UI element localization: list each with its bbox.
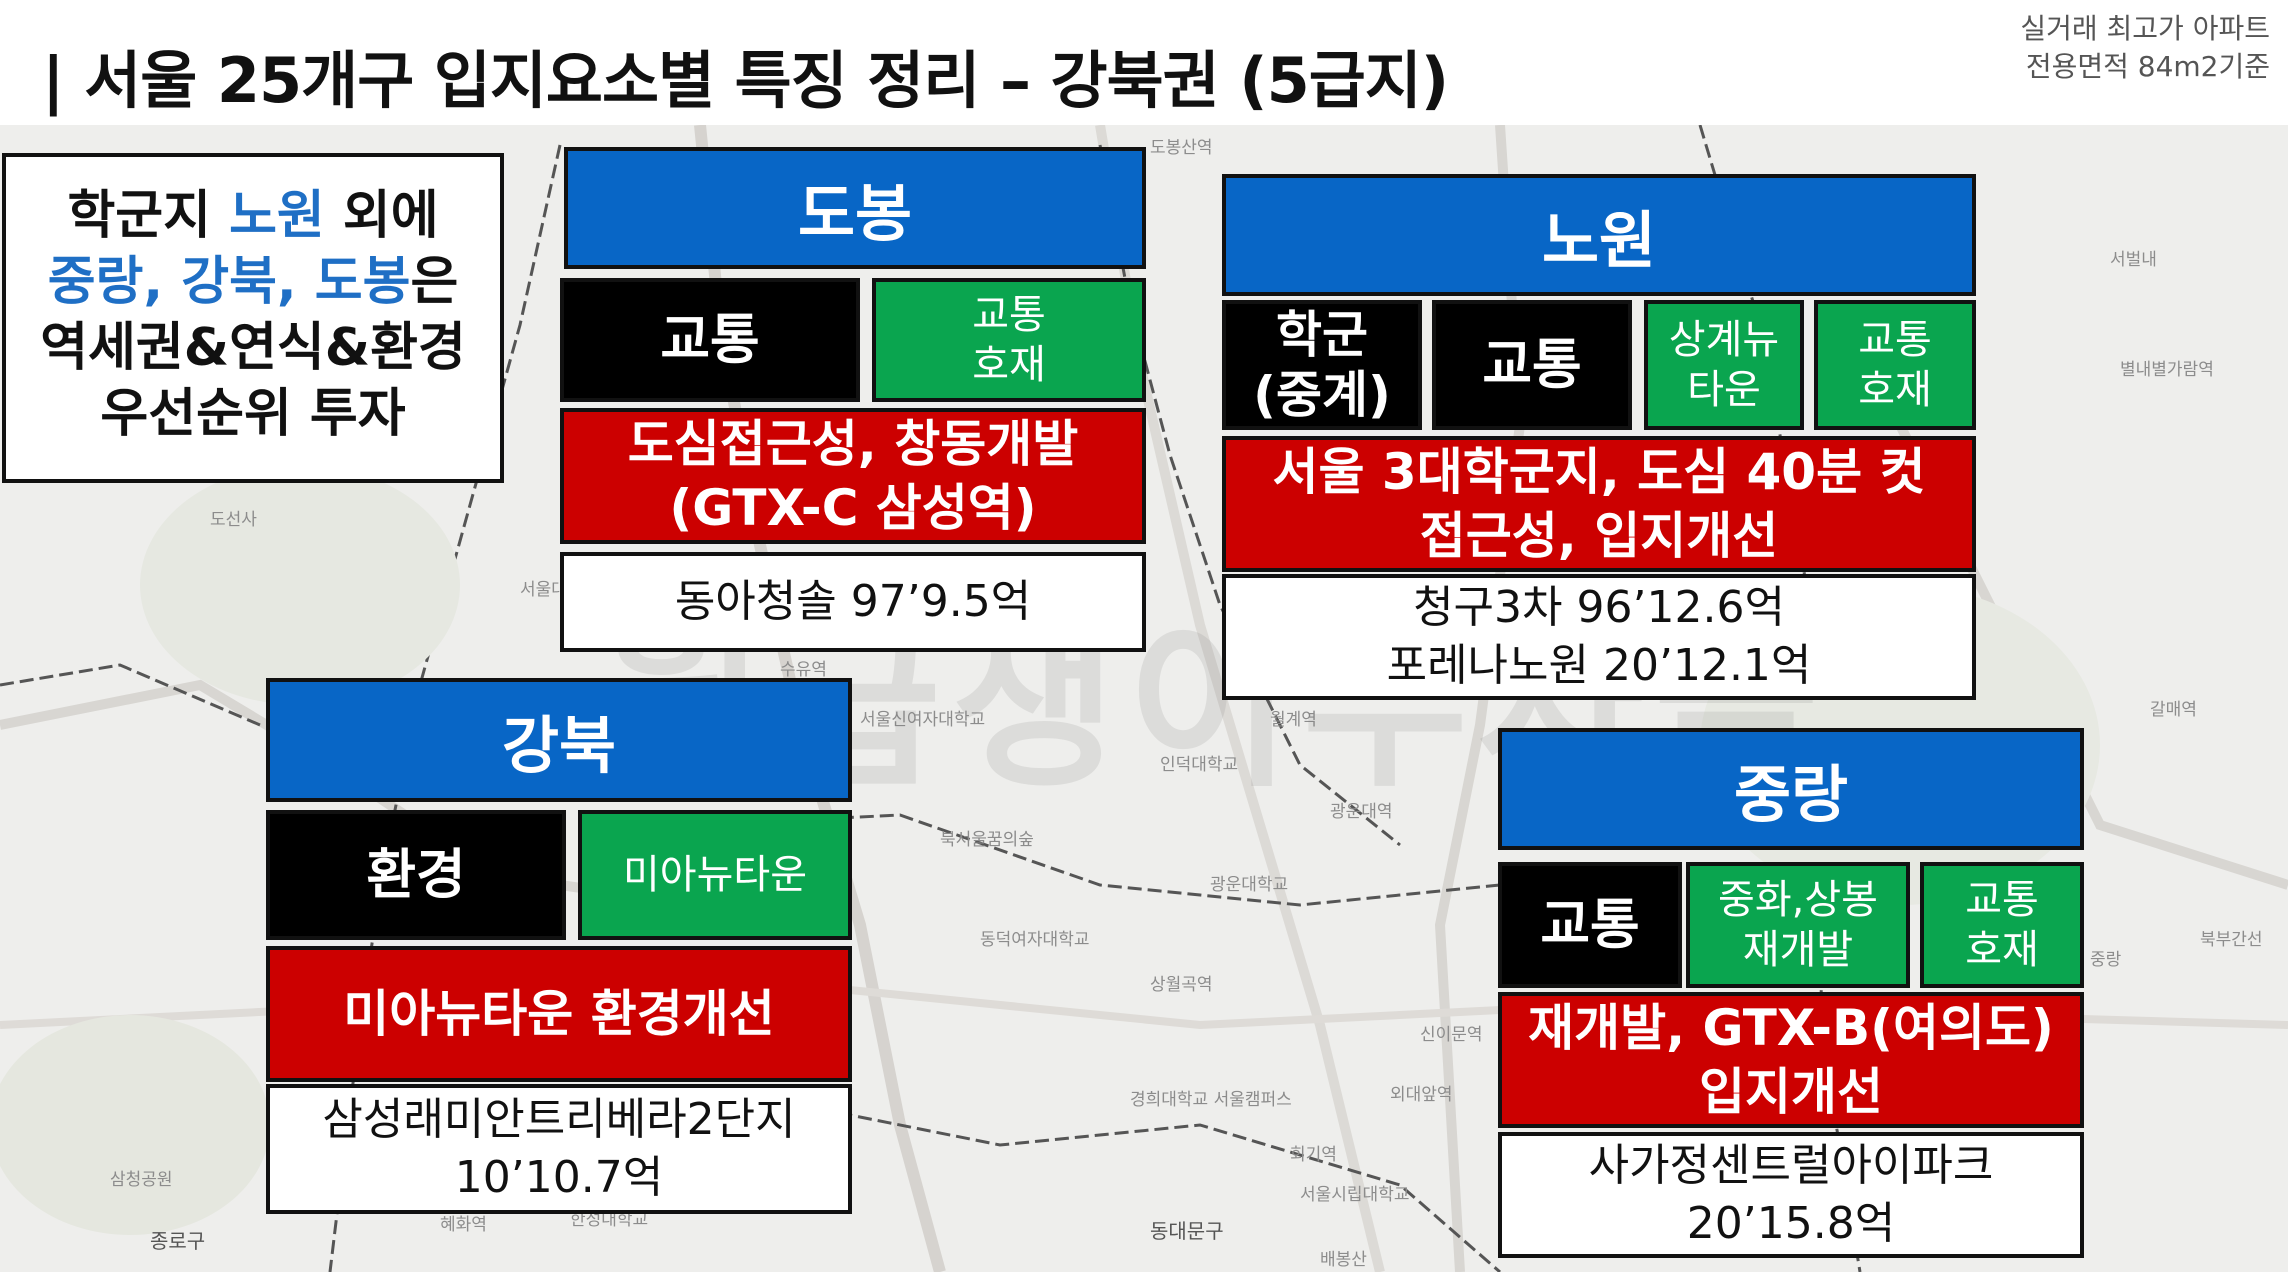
- map-label: 월계역: [1270, 710, 1317, 730]
- map-label: 외대앞역: [1390, 1085, 1453, 1105]
- tag-line: 재개발: [1742, 927, 1854, 973]
- map-label: 광운대역: [1330, 802, 1393, 822]
- tag-line: 교통: [1858, 317, 1932, 363]
- map-label: 동대문구: [1150, 1219, 1224, 1243]
- callout-line: 학군지 노원 외에: [6, 183, 500, 249]
- callout-line: 중랑, 강북, 도봉은: [6, 249, 500, 315]
- summary-callout: 학군지 노원 외에 중랑, 강북, 도봉은 역세권&연식&환경 우선순위 투자: [2, 153, 504, 483]
- tag-gangbuk-miatown: 미아뉴타운: [578, 810, 852, 940]
- apartment-dobong: 동아청솔 97’9.5억: [560, 552, 1146, 652]
- feature-dobong: 도심접근성, 창동개발 (GTX-C 삼성역): [560, 408, 1146, 544]
- tag-line: 호재: [1858, 367, 1932, 413]
- tag-dobong-transport: 교통: [560, 278, 860, 402]
- callout-highlight: 노원: [229, 186, 325, 246]
- apartment-line: 10’10.7억: [454, 1152, 664, 1203]
- feature-line: 접근성, 입지개선: [1419, 507, 1779, 565]
- map-label: 서울대: [520, 580, 567, 600]
- tag-line: 상계뉴: [1668, 317, 1780, 363]
- callout-text: 외에: [324, 186, 439, 246]
- map-label: 북서울꿈의숲: [940, 830, 1034, 850]
- map-label: 중랑: [2090, 950, 2122, 970]
- tag-line: 호재: [972, 342, 1046, 388]
- apartment-line: 20’15.8억: [1686, 1198, 1896, 1249]
- page-title: | 서울 25개구 입지요소별 특징 정리 – 강북권 (5급지): [42, 44, 1449, 117]
- note-line: 전용면적 84m2기준: [2025, 50, 2270, 83]
- apartment-line: 포레나노원 20’12.1억: [1386, 640, 1812, 691]
- map-label: 배봉산: [1320, 1250, 1367, 1270]
- tag-line: 교통: [1965, 877, 2039, 923]
- callout-text: 은: [410, 252, 459, 312]
- map-label: 갈매역: [2150, 700, 2197, 720]
- map-label: 삼청공원: [110, 1170, 173, 1190]
- district-header-dobong: 도봉: [564, 147, 1146, 269]
- feature-line: 입지개선: [1699, 1063, 1883, 1121]
- district-header-gangbuk: 강북: [266, 678, 852, 802]
- tag-line: 호재: [1965, 927, 2039, 973]
- feature-line: 서울 3대학군지, 도심 40분 컷: [1272, 443, 1926, 501]
- map-label: 도선사: [210, 510, 257, 530]
- map-label: 회기역: [1290, 1145, 1337, 1165]
- map-label: 혜화역: [440, 1215, 487, 1235]
- callout-line: 우선순위 투자: [100, 384, 406, 444]
- tag-nowon-transport: 교통: [1432, 300, 1632, 430]
- map-label: 인덕대학교: [1160, 755, 1239, 775]
- tag-nowon-school: 학군 (중계): [1222, 300, 1422, 430]
- map-label: 상월곡역: [1150, 975, 1213, 995]
- map-label: 북부간선: [2200, 930, 2263, 950]
- tag-dobong-transport-boost: 교통 호재: [872, 278, 1146, 402]
- tag-jungnang-transport-boost: 교통 호재: [1920, 862, 2084, 988]
- district-header-nowon: 노원: [1222, 174, 1976, 296]
- map-label: 동덕여자대학교: [980, 930, 1090, 950]
- feature-line: (GTX-C 삼성역): [669, 479, 1037, 537]
- criteria-note: 실거래 최고가 아파트 전용면적 84m2기준: [2020, 10, 2270, 86]
- apartment-gangbuk: 삼성래미안트리베라2단지 10’10.7억: [266, 1084, 852, 1214]
- tag-line: 중화,상봉: [1718, 877, 1878, 923]
- map-label: 도봉산역: [1150, 138, 1213, 158]
- apartment-jungnang: 사가정센트럴아이파크 20’15.8억: [1498, 1132, 2084, 1258]
- apartment-line: 사가정센트럴아이파크: [1588, 1140, 1994, 1191]
- district-header-jungnang: 중랑: [1498, 728, 2084, 850]
- tag-gangbuk-environment: 환경: [266, 810, 566, 940]
- callout-line: 역세권&연식&환경: [40, 318, 466, 378]
- tag-jungnang-redevelopment: 중화,상봉 재개발: [1686, 862, 1910, 988]
- feature-line: 도심접근성, 창동개발: [627, 415, 1079, 473]
- feature-line: 재개발, GTX-B(여의도): [1528, 999, 2054, 1057]
- apartment-line: 삼성래미안트리베라2단지: [322, 1094, 796, 1145]
- tag-nowon-newtown: 상계뉴 타운: [1644, 300, 1804, 430]
- tag-jungnang-transport: 교통: [1498, 862, 1682, 988]
- title-bar: | 서울 25개구 입지요소별 특징 정리 – 강북권 (5급지) 실거래 최고…: [0, 0, 2288, 125]
- callout-text: 학군지: [67, 186, 230, 246]
- map-label: 서울신여자대학교: [860, 710, 986, 730]
- map-label: 수유역: [780, 660, 827, 680]
- tag-line: 학군: [1275, 306, 1368, 364]
- note-line: 실거래 최고가 아파트: [2020, 12, 2270, 45]
- map-label: 서울시립대학교: [1300, 1185, 1410, 1205]
- callout-highlight: 중랑, 강북, 도봉: [47, 252, 411, 312]
- tag-line: 타운: [1687, 367, 1761, 413]
- map-label: 종로구: [150, 1229, 206, 1253]
- apartment-line: 청구3차 96’12.6억: [1413, 582, 1785, 633]
- map-label: 한성대학교: [570, 1210, 649, 1230]
- map-label: 광운대학교: [1210, 875, 1289, 895]
- tag-nowon-transport-boost: 교통 호재: [1814, 300, 1976, 430]
- feature-jungnang: 재개발, GTX-B(여의도) 입지개선: [1498, 992, 2084, 1128]
- tag-line: (중계): [1253, 366, 1391, 424]
- feature-gangbuk: 미아뉴타운 환경개선: [266, 946, 852, 1082]
- map-label: 경희대학교 서울캠퍼스: [1130, 1090, 1292, 1110]
- map-label: 신이문역: [1420, 1025, 1483, 1045]
- map-label: 별내별가람역: [2120, 360, 2214, 380]
- tag-line: 교통: [972, 292, 1046, 338]
- map-label: 서벌내: [2110, 250, 2157, 270]
